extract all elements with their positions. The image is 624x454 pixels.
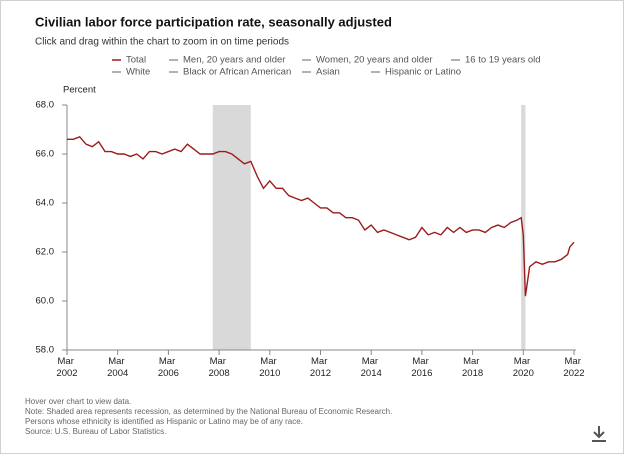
x-tick-label: Mar 2010 <box>259 356 280 379</box>
x-tick-label: Mar 2002 <box>56 356 77 379</box>
x-tick-label: Mar 2012 <box>310 356 331 379</box>
y-tick-label: 66.0 <box>36 149 55 160</box>
chart-title: Civilian labor force participation rate,… <box>35 14 392 29</box>
legend-label: Men, 20 years and older <box>183 55 285 66</box>
legend-label: 16 to 19 years old <box>465 55 541 66</box>
download-icon[interactable] <box>592 426 606 442</box>
y-tick-label: 64.0 <box>36 198 55 209</box>
y-tick-label: 60.0 <box>36 296 55 307</box>
footnote: Note: Shaded area represents recession, … <box>25 407 392 416</box>
footnote: Source: U.S. Bureau of Labor Statistics. <box>25 427 166 436</box>
x-tick-label: Mar 2006 <box>158 356 179 379</box>
recession-band <box>521 105 526 350</box>
download-button[interactable] <box>592 426 606 442</box>
x-tick-label: Mar 2018 <box>462 356 483 379</box>
x-tick-label: Mar 2004 <box>107 356 128 379</box>
footnote: Persons whose ethnicity is identified as… <box>25 417 303 426</box>
legend-label: Hispanic or Latino <box>385 67 461 78</box>
chart-subtitle: Click and drag within the chart to zoom … <box>35 37 289 48</box>
data-line <box>67 136 575 297</box>
x-tick-label: Mar 2020 <box>513 356 534 379</box>
y-tick-label: 62.0 <box>36 247 55 258</box>
recession-band <box>212 105 251 350</box>
legend-label: White <box>126 67 150 78</box>
y-axis-label: Percent <box>63 85 96 96</box>
x-tick-label: Mar 2014 <box>361 356 382 379</box>
y-tick-label: 58.0 <box>36 345 55 356</box>
legend-label: Black or African American <box>183 67 291 78</box>
footnote: Hover over chart to view data. <box>25 397 131 406</box>
x-tick-label: Mar 2022 <box>563 356 584 379</box>
legend-label: Women, 20 years and older <box>316 55 433 66</box>
y-tick-label: 68.0 <box>36 100 55 111</box>
legend-label: Total <box>126 55 146 66</box>
x-tick-label: Mar 2016 <box>411 356 432 379</box>
legend-label: Asian <box>316 67 340 78</box>
x-tick-label: Mar 2008 <box>209 356 230 379</box>
